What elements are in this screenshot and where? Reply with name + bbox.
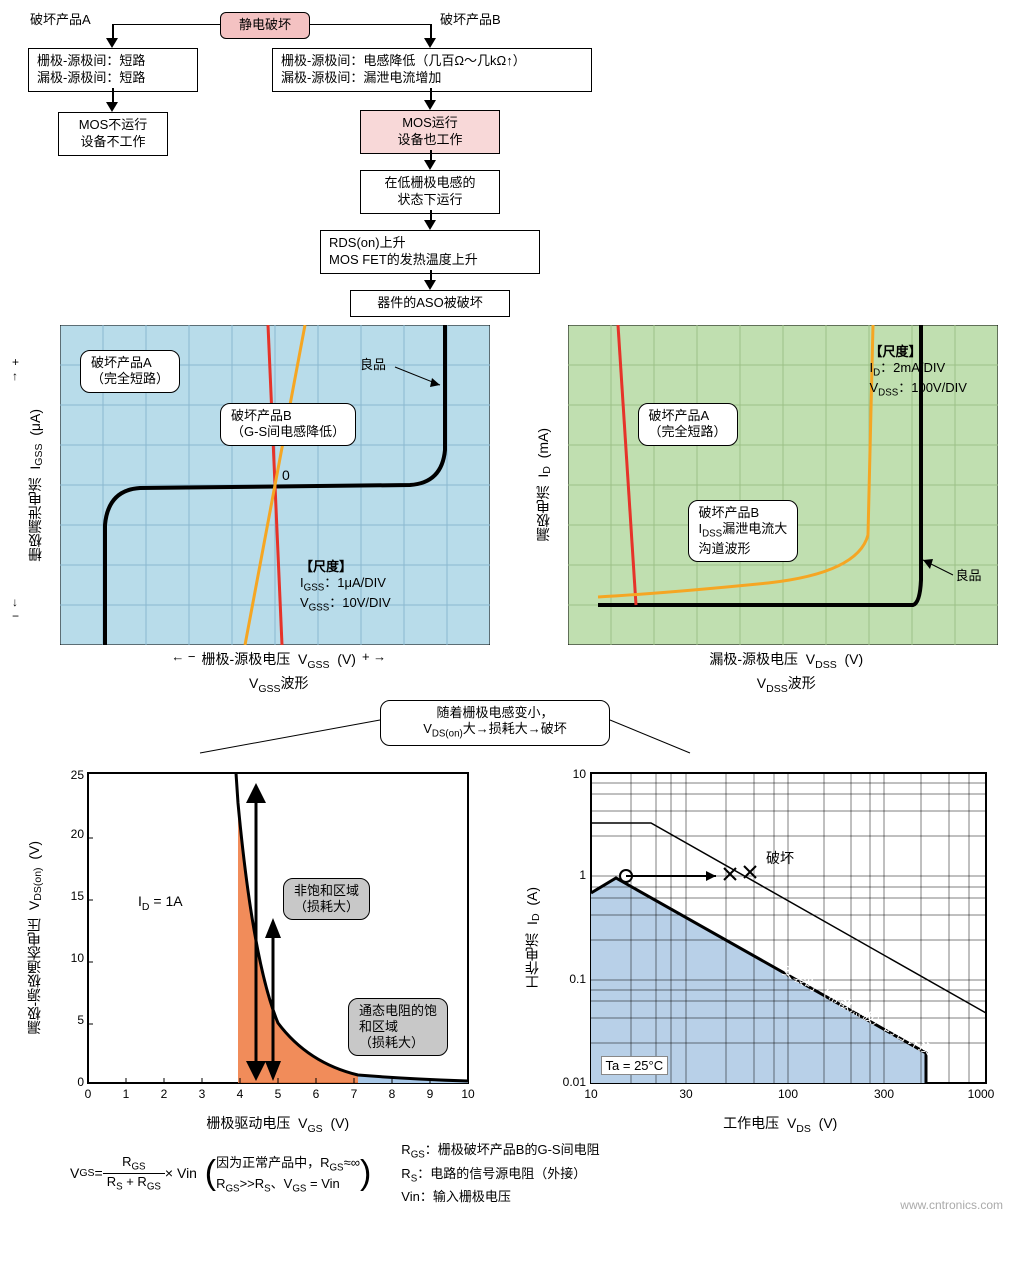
c4-ta: Ta = 25°C	[601, 1056, 669, 1075]
svg-text:3: 3	[199, 1087, 206, 1101]
svg-text:20: 20	[71, 827, 85, 841]
c3-sat: 通态电阻的饱 和区域 （损耗大）	[348, 998, 448, 1057]
top-charts-row: 栅极漏泄电流 IGSS (μA)	[10, 325, 1005, 695]
box-b5: 器件的ASO被破坏	[350, 290, 510, 317]
svg-text:1: 1	[123, 1087, 130, 1101]
label-a: 破坏产品A	[30, 12, 91, 28]
box-a1: 栅极-源极间：短路 漏极-源极间：短路	[28, 48, 198, 92]
c1-caption: VGSS波形	[60, 673, 498, 695]
c1-ylabel: 栅极漏泄电流 IGSS (μA)	[25, 409, 45, 561]
bottom-charts-row: 漏极-源极通态电压 VDS(on) (V)	[10, 763, 1005, 1135]
svg-text:1: 1	[579, 868, 586, 882]
svg-text:7: 7	[351, 1087, 358, 1101]
svg-text:0.1: 0.1	[569, 972, 586, 986]
root-node: 静电破坏	[220, 12, 310, 39]
chart-vgs-vds: 漏极-源极通态电压 VDS(on) (V)	[10, 763, 498, 1135]
box-b4: RDS(on)上升 MOS FET的发热温度上升	[320, 230, 540, 274]
svg-text:8: 8	[389, 1087, 396, 1101]
svg-text:1000: 1000	[967, 1087, 994, 1101]
c2-scale: 【尺度】 ID：2mA/DIV VDSS：100V/DIV	[860, 340, 977, 404]
c3-ylabel: 漏极-源极通态电压 VDS(on) (V)	[24, 841, 44, 1035]
c4-xlabel: 工作电压 VDS (V)	[556, 1113, 1005, 1135]
c2-prodA: 破坏产品A （完全短路）	[638, 403, 738, 446]
c2-ylabel: 漏极电流 ID (mA)	[533, 428, 553, 541]
label-b: 破坏产品B	[440, 12, 501, 28]
svg-text:10: 10	[461, 1087, 475, 1101]
svg-text:30: 30	[679, 1087, 693, 1101]
box-b2: MOS运行 设备也工作	[360, 110, 500, 154]
flowchart: 静电破坏 破坏产品A 破坏产品B 栅极-源极间：短路 漏极-源极间：短路 MOS…	[10, 10, 1005, 320]
svg-text:6: 6	[313, 1087, 320, 1101]
svg-text:0.01: 0.01	[562, 1075, 586, 1089]
svg-text:5: 5	[77, 1013, 84, 1027]
svg-text:10: 10	[572, 767, 586, 781]
svg-text:100: 100	[778, 1087, 798, 1101]
c2-prodB: 破坏产品BIDSS漏泄电流大沟道波形	[688, 500, 799, 562]
svg-text:2: 2	[161, 1087, 168, 1101]
chart-vgss: 栅极漏泄电流 IGSS (μA)	[10, 325, 498, 695]
c3-id-label: ID = 1A	[138, 893, 183, 913]
svg-text:破坏: 破坏	[766, 850, 794, 866]
box-a2: MOS不运行 设备不工作	[58, 112, 168, 156]
svg-text:300: 300	[874, 1087, 894, 1101]
svg-text:15: 15	[71, 889, 85, 903]
box-b3: 在低栅极电感的 状态下运行	[360, 170, 500, 214]
footer: VGS = RGS RS + RGS × Vin ( 因为正常产品中，RGS≈∞…	[10, 1140, 1005, 1206]
svg-text:4: 4	[237, 1087, 244, 1101]
c2-xlabel: 漏极-源极电压 VDSS (V)	[568, 649, 1006, 671]
c3-svg: 0 1 2 3 4 5 6 7 8 9 10 0 5 10 15 20 25	[58, 763, 478, 1113]
svg-text:5: 5	[275, 1087, 282, 1101]
c2-caption: VDSS波形	[568, 673, 1006, 695]
legend: RGS：栅极破坏产品B的G-S间电阻 RS：电路的信号源电阻（外接） Vin：输…	[401, 1140, 599, 1206]
c1-zero: 0	[282, 467, 290, 483]
svg-text:0: 0	[77, 1075, 84, 1089]
c1-good: 良品	[350, 353, 396, 377]
c2-good: 良品	[956, 565, 982, 584]
box-b1: 栅极-源极间：电感降低（几百Ω～几kΩ↑） 漏极-源极间：漏泄电流增加	[272, 48, 592, 92]
svg-text:0: 0	[85, 1087, 92, 1101]
c3-xlabel: 栅极驱动电压 VGS (V)	[58, 1113, 498, 1135]
c1-prodB: 破坏产品B （G-S间电感降低）	[220, 403, 356, 446]
c1-xlabel: 栅极-源极电压 VGSS (V)	[202, 649, 356, 671]
c1-prodA: 破坏产品A （完全短路）	[80, 350, 180, 393]
equation: VGS = RGS RS + RGS × Vin ( 因为正常产品中，RGS≈∞…	[70, 1140, 371, 1206]
svg-text:9: 9	[427, 1087, 434, 1101]
svg-text:10: 10	[584, 1087, 598, 1101]
chart-vdss: 漏极电流 ID (mA)	[518, 325, 1006, 695]
c4-ylabel: 工作电流 ID (A)	[522, 887, 542, 989]
chart-soa: 工作电流 ID (A)	[508, 763, 1005, 1135]
c1-scale: 【尺度】 IGSS：1μA/DIV VGSS：10V/DIV	[290, 555, 401, 619]
svg-text:10: 10	[71, 951, 85, 965]
svg-text:25: 25	[71, 768, 85, 782]
watermark: www.cntronics.com	[900, 1198, 1003, 1212]
c3-unsat: 非饱和区域 （损耗大）	[283, 878, 370, 921]
